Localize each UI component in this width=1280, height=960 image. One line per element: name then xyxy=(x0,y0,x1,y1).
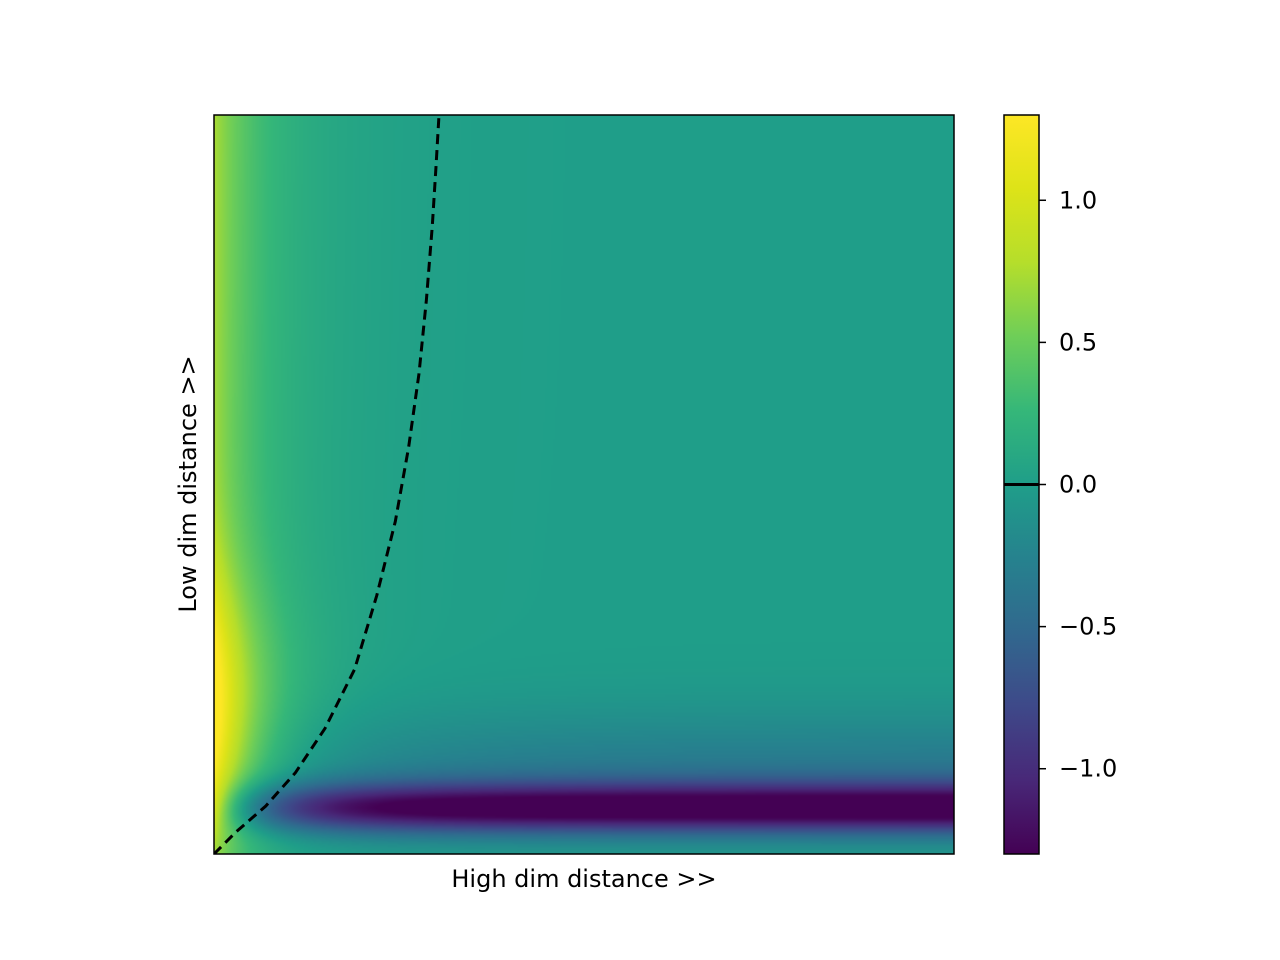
heatmap-area xyxy=(213,114,955,855)
zero-contour-line xyxy=(214,115,441,854)
colorbar-tick-label: −1.0 xyxy=(1059,755,1117,783)
colorbar-ticks: 1.0 0.5 0.0 −0.5 −1.0 xyxy=(1039,186,1117,783)
heatmap-image xyxy=(214,115,954,854)
colorbar-tick-label: 0.5 xyxy=(1059,328,1097,356)
plot-frame xyxy=(213,114,955,855)
colorbar-tick-label: −0.5 xyxy=(1059,613,1117,641)
x-axis-label: High dim distance >> xyxy=(451,865,716,893)
colorbar: 1.0 0.5 0.0 −0.5 −1.0 xyxy=(1003,114,1117,855)
colorbar-tick-label: 1.0 xyxy=(1059,186,1097,214)
colorbar-tick-label: 0.0 xyxy=(1059,471,1097,499)
y-axis-label: Low dim distance >> xyxy=(174,355,202,612)
